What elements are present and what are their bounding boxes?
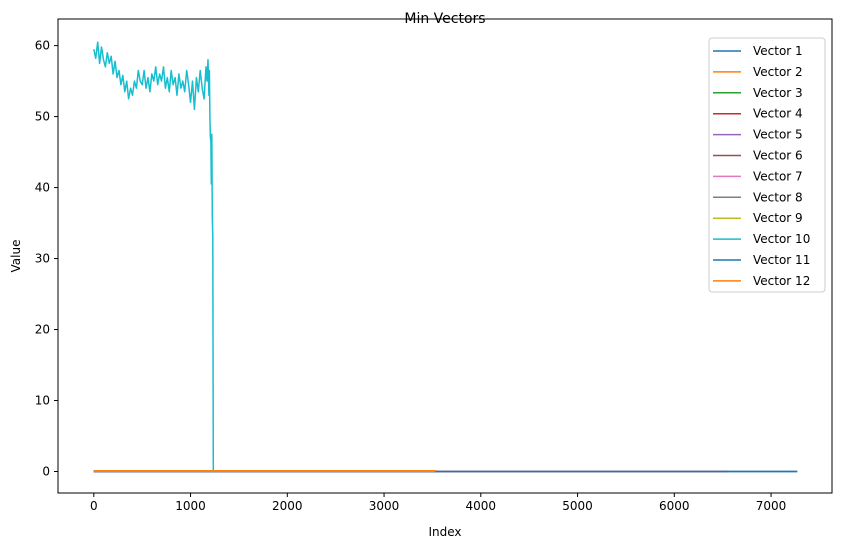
legend-label: Vector 8 xyxy=(753,190,803,204)
x-tick-label: 4000 xyxy=(466,499,497,513)
x-tick-label: 7000 xyxy=(756,499,787,513)
legend-label: Vector 7 xyxy=(753,169,803,183)
plot-area-frame xyxy=(57,18,833,494)
legend-label: Vector 4 xyxy=(753,107,803,121)
x-axis-label: Index xyxy=(428,525,461,539)
series-line-10 xyxy=(93,41,215,472)
legend-label: Vector 10 xyxy=(753,232,810,246)
x-tick-label: 2000 xyxy=(272,499,303,513)
y-tick-label: 20 xyxy=(35,323,50,337)
x-tick-label: 0 xyxy=(90,499,98,513)
legend-label: Vector 6 xyxy=(753,149,803,163)
legend-label: Vector 12 xyxy=(753,274,810,288)
legend: Vector 1 Vector 2 Vector 3 Vector 4 Vector 5… xyxy=(708,37,826,293)
y-tick-label: 40 xyxy=(35,181,50,195)
y-tick-label: 0 xyxy=(42,464,50,478)
series-lines xyxy=(93,41,798,473)
legend-label: Vector 3 xyxy=(753,86,803,100)
x-tick-label: 6000 xyxy=(659,499,690,513)
legend-label: Vector 11 xyxy=(753,253,810,267)
legend-label: Vector 1 xyxy=(753,44,803,58)
y-tick-label: 10 xyxy=(35,394,50,408)
legend-label: Vector 2 xyxy=(753,65,803,79)
y-tick-label: 50 xyxy=(35,110,50,124)
y-tick-label: 30 xyxy=(35,252,50,266)
y-tick-label: 60 xyxy=(35,39,50,53)
x-tick-label: 5000 xyxy=(562,499,593,513)
x-tick-label: 3000 xyxy=(369,499,400,513)
legend-frame xyxy=(708,37,826,293)
legend-label: Vector 9 xyxy=(753,211,803,225)
legend-label: Vector 5 xyxy=(753,128,803,142)
x-tick-label: 1000 xyxy=(175,499,206,513)
axis-ticks: 0 1000 2000 3000 4000 5000 6000 7000 0 10 20 30 40 50… xyxy=(35,39,787,513)
chart-title: Min Vectors xyxy=(404,11,485,27)
y-axis-label: Value xyxy=(9,240,23,273)
